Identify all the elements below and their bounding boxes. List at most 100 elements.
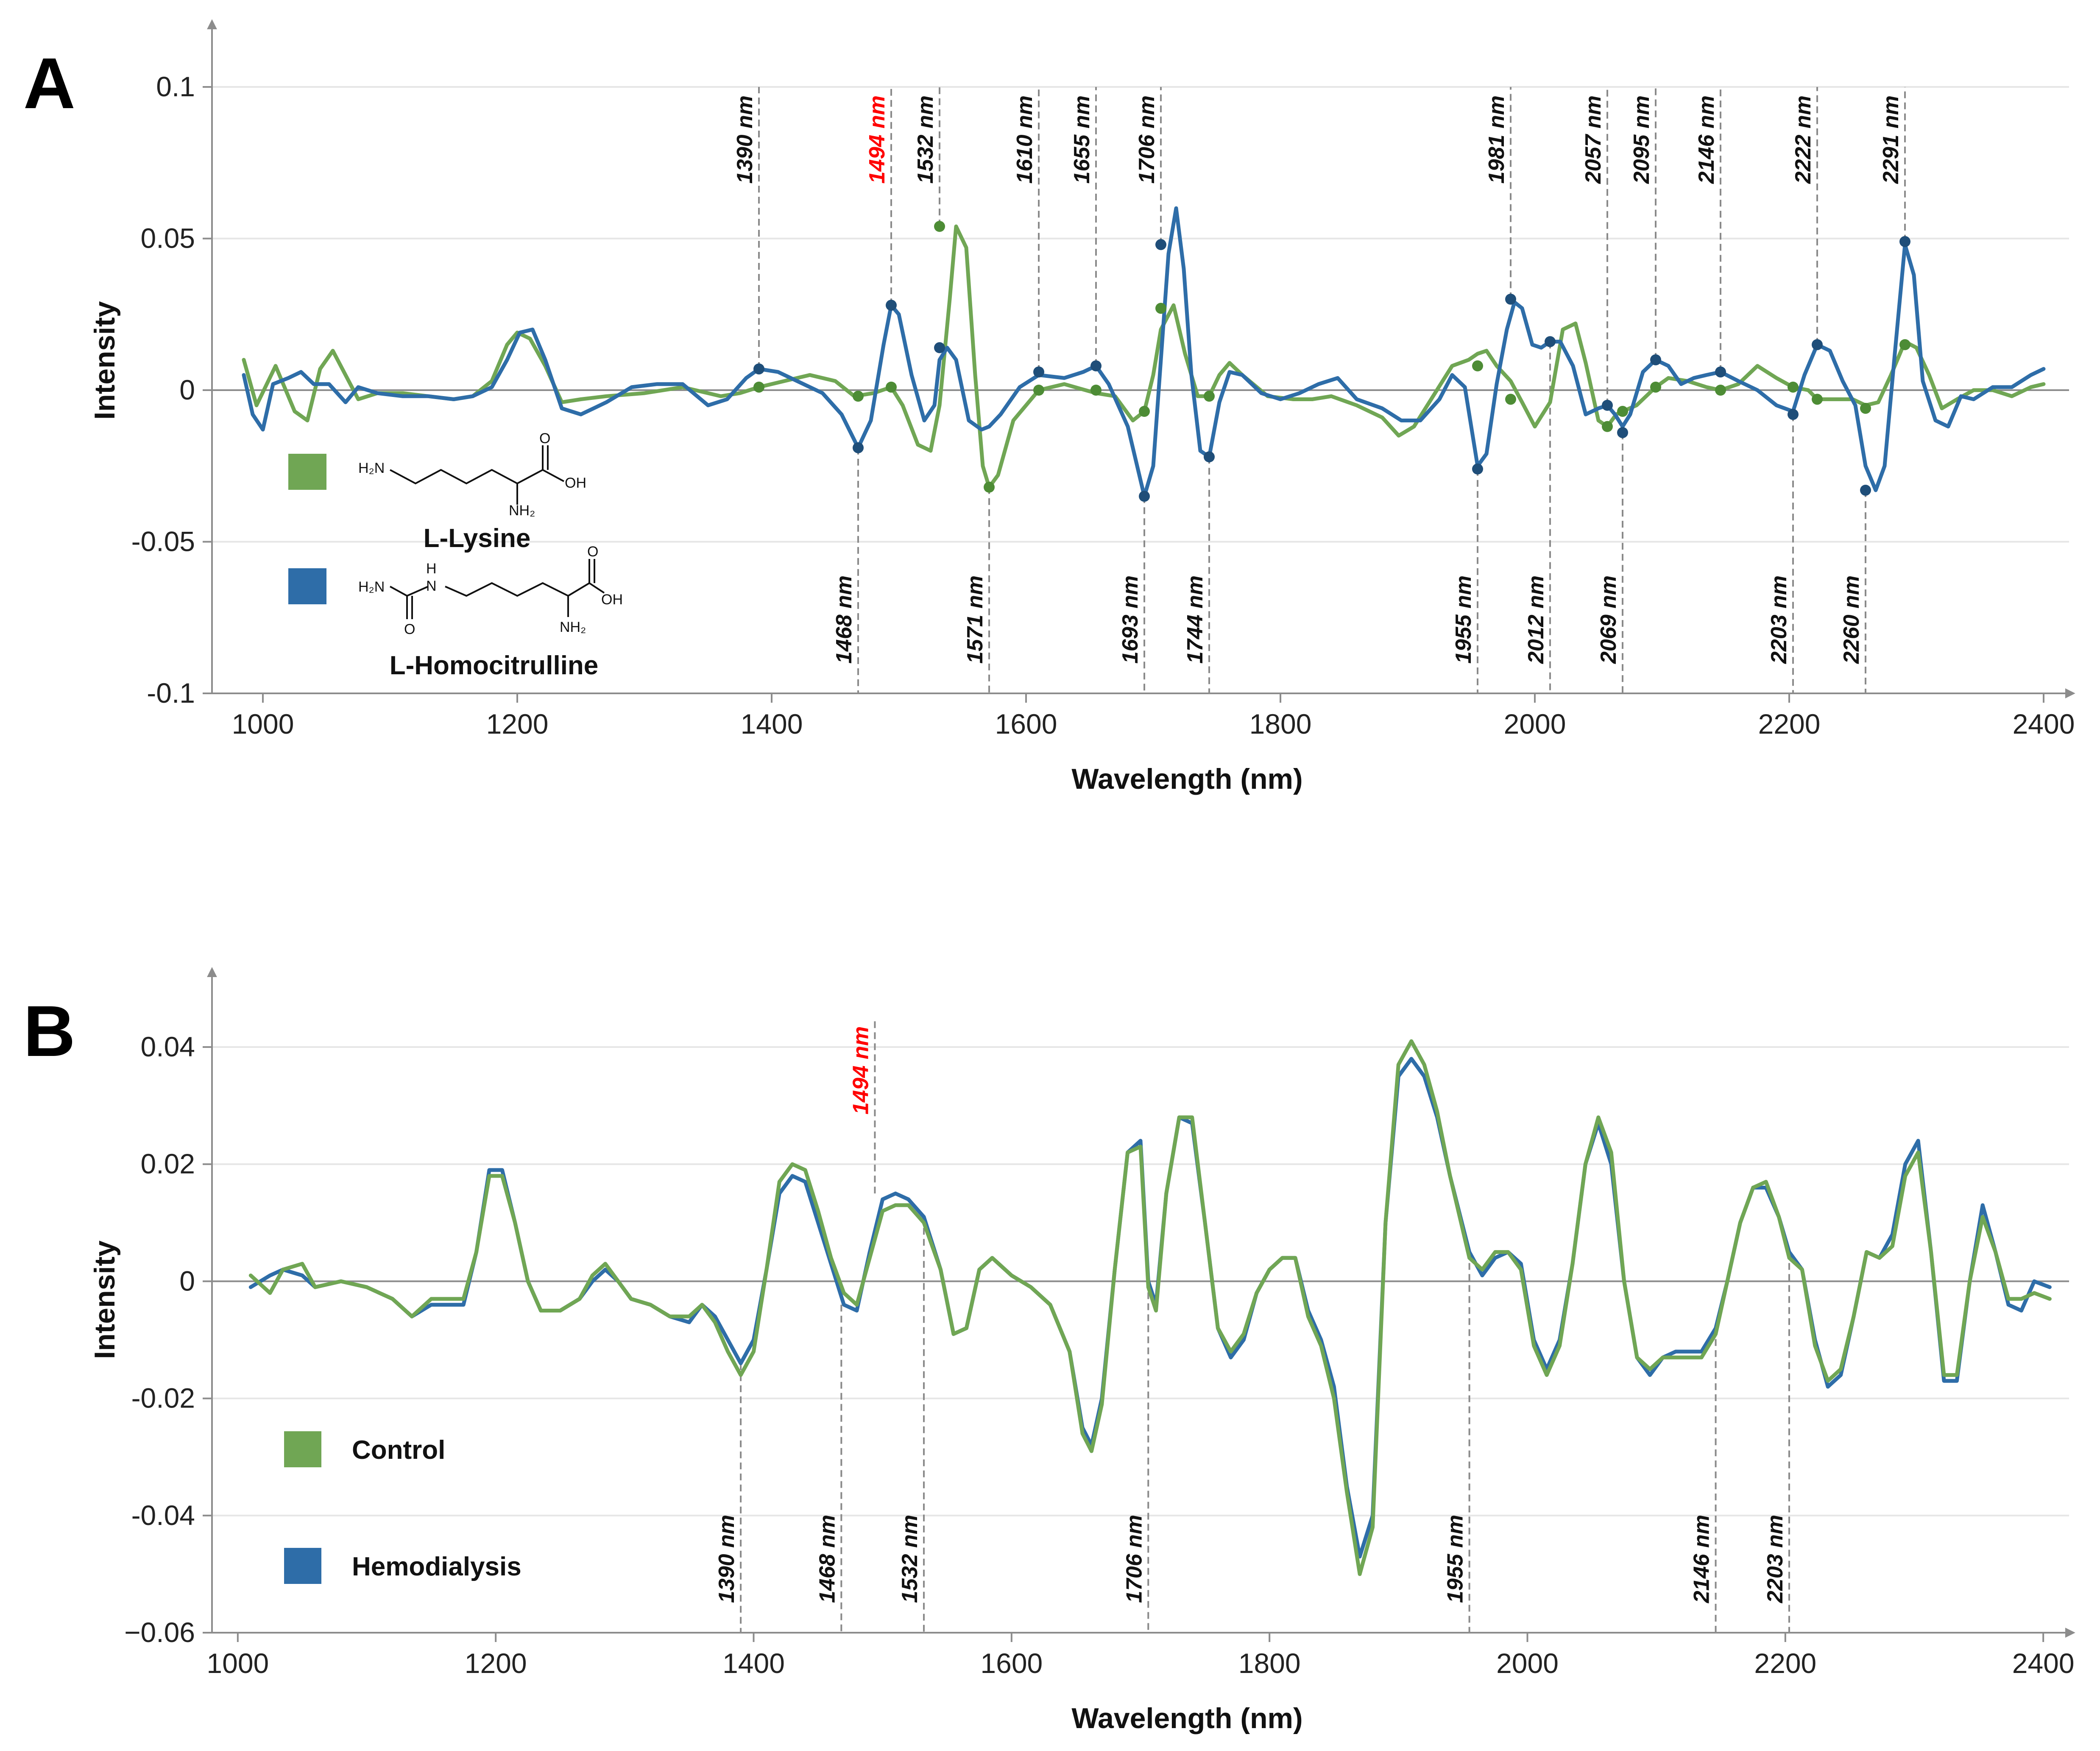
panel-a-y-tick-label: -0.1 (147, 677, 195, 709)
guide-label-2203: 2203 nm (1767, 575, 1791, 664)
guide-label-1532: 1532 nm (913, 95, 938, 184)
legend-swatch-hemodialysis (284, 1548, 321, 1584)
panel-a-y-tick-label: 0.1 (156, 71, 195, 102)
guide-label-2203: 2203 nm (1763, 1515, 1788, 1603)
guide-label-2222: 2222 nm (1791, 95, 1816, 184)
marker-homocitrulline (1505, 293, 1516, 305)
guide-label-1693: 1693 nm (1118, 575, 1143, 664)
marker-lysine (934, 221, 945, 232)
marker-lysine (984, 481, 995, 493)
panel-a-x-tick-label: 1000 (232, 708, 294, 740)
panel-b-series (248, 1039, 2052, 1576)
marker-lysine (853, 391, 864, 402)
panel-b-y-tick-label: −0.06 (124, 1617, 195, 1648)
panel-a-x-axis-title: Wavelength (nm) (1071, 763, 1302, 795)
homocitrulline-nh2: NH₂ (560, 619, 586, 635)
series-line-l-homocitrulline (242, 206, 2046, 498)
panel-a-x-tick-label: 1400 (741, 708, 803, 740)
marker-lysine (1650, 381, 1661, 393)
series-line-l-lysine (242, 224, 2046, 489)
panel-b-y-tick-label: -0.02 (131, 1382, 195, 1414)
homocitrulline-h2n: H₂N (358, 579, 385, 595)
panel-a-ticks: -0.1 -0.05 0 0.05 0.1 1000 1200 1400 1600 1800 200… (131, 71, 2075, 740)
marker-homocitrulline (1715, 366, 1726, 378)
panel-a-y-tick-label: 0 (179, 374, 195, 405)
guide-label-2146: 2146 nm (1694, 95, 1719, 184)
panel-b-y-tick-label: 0.02 (141, 1148, 195, 1179)
panel-b-label: B (23, 991, 75, 1072)
marker-lysine (1505, 394, 1516, 405)
panel-b-x-tick-label: 1400 (722, 1648, 785, 1679)
legend-swatch-lysine (288, 454, 326, 490)
lysine-o: O (539, 430, 550, 447)
marker-lysine (1204, 391, 1215, 402)
homocitrulline-o1: O (404, 621, 415, 637)
marker-lysine (1812, 394, 1823, 405)
guide-label-1390: 1390 nm (733, 95, 757, 184)
marker-lysine (1155, 302, 1166, 314)
panel-a-x-tick-label: 1800 (1249, 708, 1312, 740)
marker-homocitrulline (1812, 339, 1823, 350)
guide-label-1955: 1955 nm (1451, 575, 1476, 664)
panel-b-axes (207, 967, 2075, 1638)
panel-b-x-tick-label: 2000 (1496, 1648, 1559, 1679)
marker-lysine (753, 381, 764, 393)
guide-label-1655: 1655 nm (1070, 95, 1094, 184)
panel-b-x-tick-label: 1200 (465, 1648, 527, 1679)
marker-homocitrulline (886, 299, 897, 311)
guide-label-1468: 1468 nm (815, 1515, 839, 1603)
panel-b-y-tick-label: -0.04 (131, 1500, 195, 1531)
panel-b-x-tick-label: 2200 (1754, 1648, 1816, 1679)
panel-b-x-tick-label: 2400 (2012, 1648, 2075, 1679)
guide-label-1706: 1706 nm (1122, 1515, 1146, 1603)
guide-label-2069: 2069 nm (1596, 575, 1621, 664)
marker-homocitrulline (1788, 409, 1799, 420)
panel-a-chart: 1390 nm 1494 nm 1532 nm 1610 nm 1655 nm 1706 … (89, 19, 2075, 795)
panel-b-y-tick-label: 0 (179, 1265, 195, 1296)
legend-label-homocitrulline: L-Homocitrulline (390, 651, 599, 680)
guide-label-1571: 1571 nm (963, 575, 987, 664)
legend-label-hemodialysis: Hemodialysis (352, 1552, 522, 1581)
marker-homocitrulline (1617, 427, 1628, 438)
marker-lysine (1139, 406, 1150, 417)
guide-label-2146: 2146 nm (1690, 1515, 1714, 1603)
marker-homocitrulline (1472, 463, 1483, 475)
panel-a-guides: 1390 nm 1494 nm 1532 nm 1610 nm 1655 nm 1706 … (733, 87, 1906, 693)
panel-a-markers (753, 221, 1910, 502)
panel-a-x-tick-label: 2400 (2013, 708, 2075, 740)
panel-a-x-tick-label: 2000 (1504, 708, 1566, 740)
panel-b-x-tick-label: 1000 (206, 1648, 269, 1679)
guide-label-1390: 1390 nm (714, 1515, 739, 1603)
marker-homocitrulline (1090, 360, 1102, 371)
legend-label-control: Control (352, 1435, 445, 1465)
marker-lysine (1860, 402, 1871, 414)
lysine-nh2: NH₂ (509, 503, 535, 519)
guide-label-1494: 1494 nm (848, 1026, 873, 1114)
panel-a-x-tick-label: 1600 (995, 708, 1057, 740)
series-line-hemodialysis (248, 1057, 2052, 1558)
homocitrulline-structure-icon (390, 559, 605, 619)
marker-homocitrulline (1204, 451, 1215, 463)
panel-a-series (242, 206, 2046, 498)
legend-swatch-homocitrulline (288, 568, 326, 604)
homocitrulline-oh: OH (601, 592, 623, 608)
panel-a-y-tick-label: 0.05 (141, 223, 195, 254)
guide-label-1468: 1468 nm (832, 575, 856, 664)
marker-homocitrulline (853, 442, 864, 453)
guide-label-1955: 1955 nm (1443, 1515, 1468, 1603)
marker-homocitrulline (1602, 399, 1613, 411)
marker-homocitrulline (1860, 484, 1871, 496)
marker-homocitrulline (1155, 239, 1166, 250)
guide-label-1981: 1981 nm (1484, 95, 1509, 184)
panel-b-x-axis-title: Wavelength (nm) (1071, 1702, 1302, 1734)
panel-b-y-tick-label: 0.04 (141, 1031, 195, 1062)
series-line-control (248, 1039, 2052, 1576)
marker-homocitrulline (934, 342, 945, 353)
guide-label-2012: 2012 nm (1524, 575, 1548, 664)
lysine-oh: OH (565, 475, 586, 491)
marker-lysine (1033, 385, 1044, 396)
panel-b-chart: 1494 nm 1390 nm 1468 nm 1532 nm 1706 nm 1955 … (89, 967, 2075, 1734)
legend-label-lysine: L-Lysine (424, 524, 531, 553)
panel-b-y-axis-title: Intensity (89, 1240, 121, 1359)
